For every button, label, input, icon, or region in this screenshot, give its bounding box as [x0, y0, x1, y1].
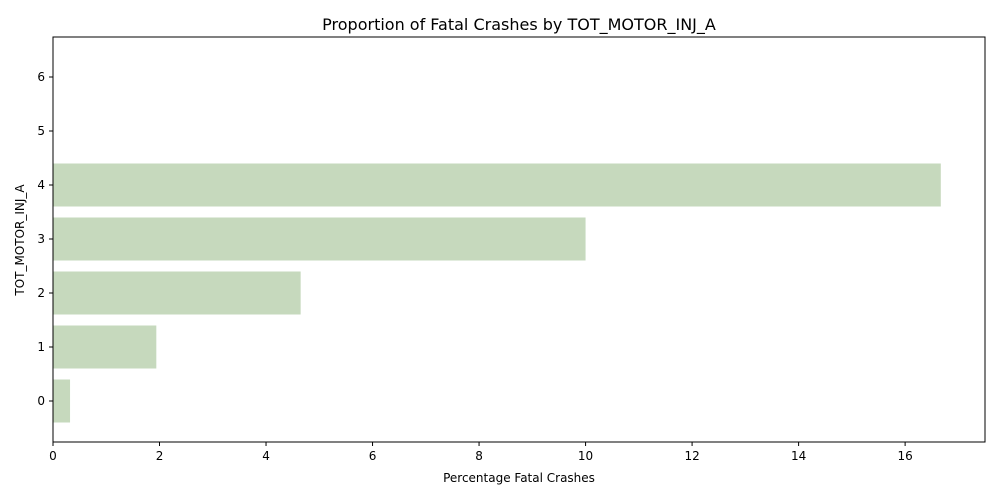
bar-3 [53, 217, 586, 261]
bar-2 [53, 271, 301, 315]
y-tick-label: 0 [37, 394, 45, 408]
bar-0 [53, 379, 71, 423]
y-tick-label: 3 [37, 232, 45, 246]
x-axis-ticks: 0 2 4 6 8 10 12 14 16 [49, 442, 913, 463]
y-tick-label: 5 [37, 124, 45, 138]
x-tick-label: 14 [791, 449, 806, 463]
y-tick-label: 4 [37, 178, 45, 192]
x-axis-label: Percentage Fatal Crashes [443, 471, 595, 485]
x-tick-label: 16 [897, 449, 912, 463]
chart-title: Proportion of Fatal Crashes by TOT_MOTOR… [322, 15, 716, 35]
bar-4 [53, 163, 941, 207]
x-tick-label: 12 [684, 449, 699, 463]
x-tick-label: 6 [369, 449, 377, 463]
y-tick-label: 1 [37, 340, 45, 354]
bars-group [53, 163, 941, 423]
x-tick-label: 0 [49, 449, 57, 463]
y-tick-label: 2 [37, 286, 45, 300]
x-tick-label: 4 [262, 449, 270, 463]
x-tick-label: 8 [475, 449, 483, 463]
x-tick-label: 2 [156, 449, 164, 463]
bar-1 [53, 325, 157, 369]
x-tick-label: 10 [578, 449, 593, 463]
y-axis-label: TOT_MOTOR_INJ_A [13, 184, 27, 297]
y-axis-ticks: 0 1 2 3 4 5 6 [37, 70, 53, 408]
y-tick-label: 6 [37, 70, 45, 84]
